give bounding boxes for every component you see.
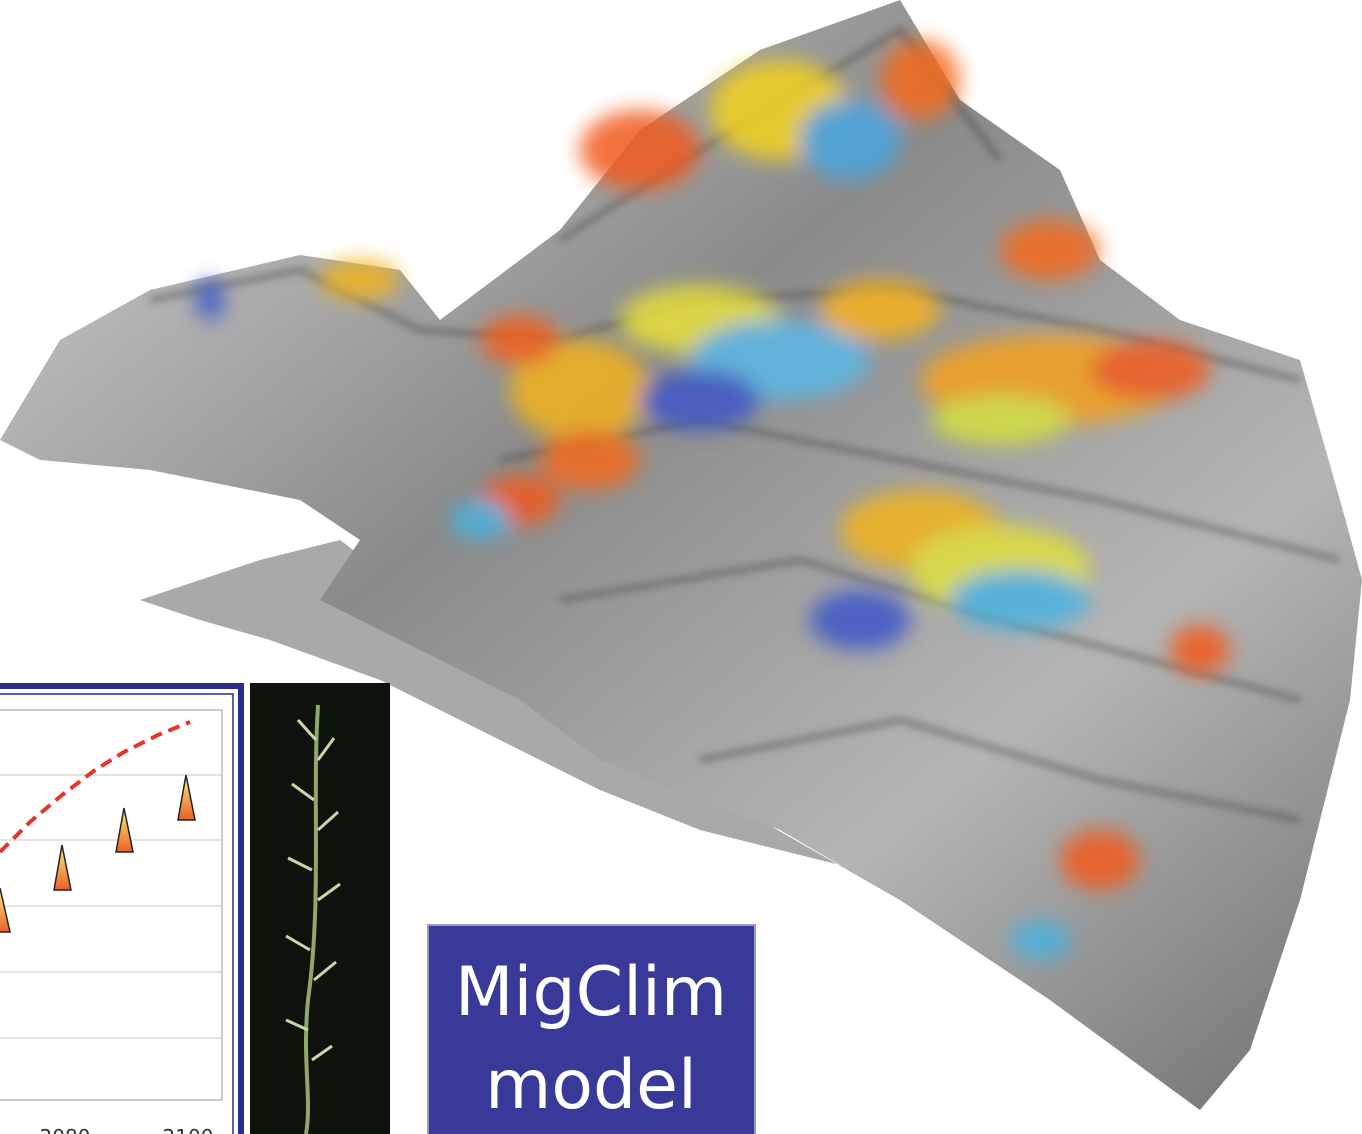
plant — [285, 704, 341, 1134]
plant-photo — [250, 683, 390, 1134]
label-box — [427, 924, 756, 1134]
chart-frame — [0, 683, 244, 1134]
trend-line — [0, 720, 191, 854]
label-line: model — [485, 1046, 697, 1125]
chart-frame-inner — [0, 693, 234, 1134]
label-line: MigClim — [455, 953, 727, 1032]
x-tick-label: 2080 — [40, 1125, 91, 1134]
habitat-colors — [195, 40, 1230, 960]
chart-grid — [0, 709, 223, 1101]
markers — [0, 774, 196, 933]
x-tick-label: 2100 — [163, 1125, 214, 1134]
valley-floor — [140, 540, 1200, 1110]
